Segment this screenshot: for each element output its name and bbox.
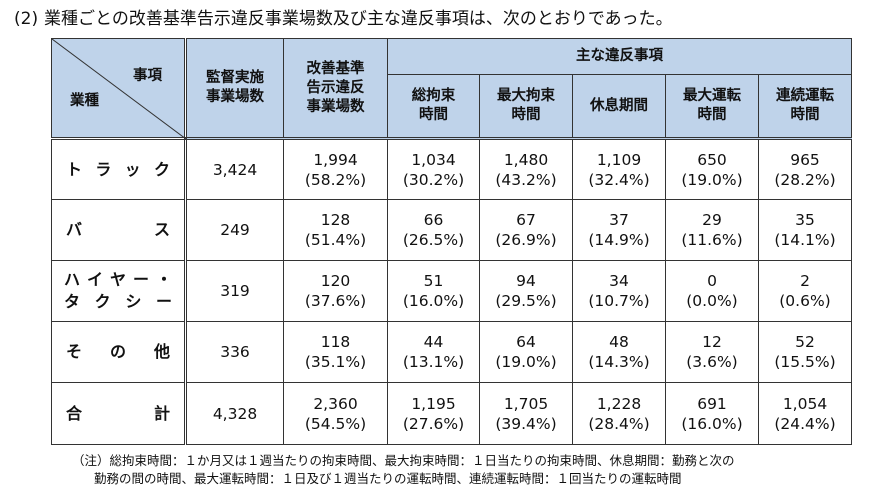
violation-table: 事項 業種 監督実施 事業場数 改善基準 告示違反 事業場数 主な違反事項 総拘… <box>51 38 852 445</box>
row-category-bus: バス <box>51 199 187 261</box>
value-cell: 48 (14.3%) <box>572 321 666 383</box>
table-row: トラック 3,424 1,994 (58.2%) 1,034 (30.2%) 1,4… <box>51 138 852 200</box>
header-total-binding: 総拘束 時間 <box>387 74 480 140</box>
row-category-truck: トラック <box>51 138 187 200</box>
corner-diagonal <box>52 39 186 139</box>
row-category-hire-taxi: ハイヤー・ タクシー <box>51 260 187 322</box>
header-max-driving: 最大運転 時間 <box>665 74 759 140</box>
section-title: (2) 業種ごとの改善基準告示違反事業場数及び主な違反事項は、次のとおりであった。 <box>14 6 673 32</box>
header-inspected: 監督実施 事業場数 <box>185 38 284 140</box>
inspected-cell: 319 <box>185 260 284 322</box>
table-row-total: 合計 4,328 2,360 (54.5%) 1,195 (27.6%) 1,705… <box>51 382 852 445</box>
value-cell: 37 (14.9%) <box>572 199 666 261</box>
value-cell: 94 (29.5%) <box>479 260 573 322</box>
violating-cell: 2,360 (54.5%) <box>283 382 388 445</box>
value-cell: 965 (28.2%) <box>758 138 852 200</box>
header-max-binding: 最大拘束 時間 <box>479 74 573 140</box>
inspected-cell: 4,328 <box>185 382 284 445</box>
table-row: ハイヤー・ タクシー 319 120 (37.6%) 51 (16.0%) 94 (2… <box>51 260 852 322</box>
table-row: バス 249 128 (51.4%) 66 (26.5%) 67 (26.9%) 37… <box>51 199 852 261</box>
header-continuous-driving: 連続運転 時間 <box>758 74 852 140</box>
value-cell: 1,195 (27.6%) <box>387 382 480 445</box>
value-cell: 12 (3.6%) <box>665 321 759 383</box>
value-cell: 67 (26.9%) <box>479 199 573 261</box>
value-cell: 691 (16.0%) <box>665 382 759 445</box>
header-rest-period: 休息期間 <box>572 74 666 140</box>
value-cell: 44 (13.1%) <box>387 321 480 383</box>
value-cell: 650 (19.0%) <box>665 138 759 200</box>
row-category-total: 合計 <box>51 382 187 445</box>
value-cell: 64 (19.0%) <box>479 321 573 383</box>
header-main-violations: 主な違反事項 <box>387 38 852 75</box>
value-cell: 52 (15.5%) <box>758 321 852 383</box>
value-cell: 29 (11.6%) <box>665 199 759 261</box>
violating-cell: 120 (37.6%) <box>283 260 388 322</box>
value-cell: 34 (10.7%) <box>572 260 666 322</box>
footnote-line-2: 勤務の間の時間、最大運転時間：１日及び１週当たりの運転時間、連続運転時間：１回当… <box>94 471 682 486</box>
footnote: （注）総拘束時間：１か月又は１週当たりの拘束時間、最大拘束時間：１日当たりの拘束… <box>72 452 735 488</box>
corner-item-label: 事項 <box>133 68 162 84</box>
value-cell: 1,480 (43.2%) <box>479 138 573 200</box>
inspected-cell: 336 <box>185 321 284 383</box>
violating-cell: 128 (51.4%) <box>283 199 388 261</box>
section-title-text: 業種ごとの改善基準告示違反事業場数及び主な違反事項は、次のとおりであった。 <box>44 9 673 29</box>
value-cell: 2 (0.6%) <box>758 260 852 322</box>
inspected-cell: 3,424 <box>185 138 284 200</box>
value-cell: 1,228 (28.4%) <box>572 382 666 445</box>
value-cell: 1,705 (39.4%) <box>479 382 573 445</box>
inspected-cell: 249 <box>185 199 284 261</box>
table-row: その他 336 118 (35.1%) 44 (13.1%) 64 (19.0%) 4… <box>51 321 852 383</box>
value-cell: 1,109 (32.4%) <box>572 138 666 200</box>
value-cell: 0 (0.0%) <box>665 260 759 322</box>
value-cell: 66 (26.5%) <box>387 199 480 261</box>
value-cell: 51 (16.0%) <box>387 260 480 322</box>
value-cell: 1,054 (24.4%) <box>758 382 852 445</box>
header-violating: 改善基準 告示違反 事業場数 <box>283 38 388 140</box>
footnote-line-1: （注）総拘束時間：１か月又は１週当たりの拘束時間、最大拘束時間：１日当たりの拘束… <box>72 453 735 468</box>
value-cell: 35 (14.1%) <box>758 199 852 261</box>
corner-industry-label: 業種 <box>70 93 99 109</box>
corner-header: 事項 業種 <box>51 38 187 140</box>
violating-cell: 118 (35.1%) <box>283 321 388 383</box>
section-number: (2) <box>14 9 39 29</box>
violating-cell: 1,994 (58.2%) <box>283 138 388 200</box>
row-category-other: その他 <box>51 321 187 383</box>
value-cell: 1,034 (30.2%) <box>387 138 480 200</box>
